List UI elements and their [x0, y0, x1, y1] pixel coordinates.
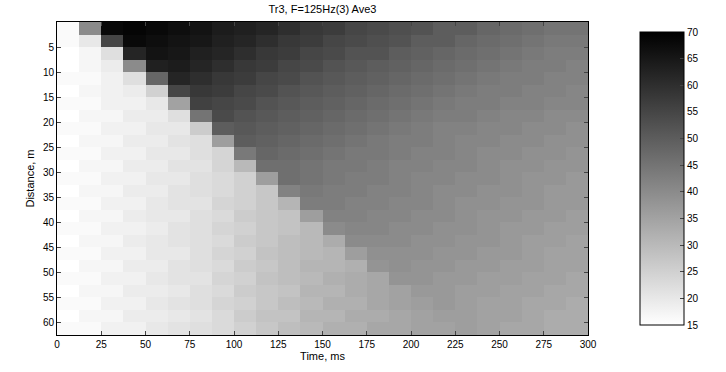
svg-text:Tr3, F=125Hz(3) Ave3: Tr3, F=125Hz(3) Ave3 [269, 3, 377, 15]
svg-text:10: 10 [43, 67, 55, 78]
svg-text:40: 40 [43, 217, 55, 228]
svg-text:70: 70 [687, 27, 699, 38]
svg-text:65: 65 [687, 53, 699, 64]
svg-text:40: 40 [687, 186, 699, 197]
svg-text:150: 150 [314, 339, 331, 350]
svg-text:125: 125 [270, 339, 287, 350]
svg-text:Distance, m: Distance, m [24, 149, 36, 207]
svg-text:200: 200 [403, 339, 420, 350]
svg-text:0: 0 [54, 339, 60, 350]
svg-text:50: 50 [687, 133, 699, 144]
svg-text:100: 100 [226, 339, 243, 350]
svg-text:15: 15 [687, 320, 699, 331]
svg-text:Time, ms: Time, ms [300, 350, 345, 362]
svg-text:45: 45 [43, 242, 55, 253]
svg-text:55: 55 [43, 292, 55, 303]
svg-text:25: 25 [96, 339, 108, 350]
svg-text:50: 50 [140, 339, 152, 350]
svg-text:35: 35 [43, 192, 55, 203]
svg-text:45: 45 [687, 160, 699, 171]
svg-text:35: 35 [687, 213, 699, 224]
svg-text:55: 55 [687, 106, 699, 117]
svg-text:275: 275 [535, 339, 552, 350]
svg-text:5: 5 [48, 42, 54, 53]
svg-text:60: 60 [43, 317, 55, 328]
svg-text:20: 20 [43, 117, 55, 128]
svg-text:300: 300 [580, 339, 597, 350]
svg-text:250: 250 [491, 339, 508, 350]
svg-text:25: 25 [43, 142, 55, 153]
svg-text:225: 225 [447, 339, 464, 350]
svg-text:25: 25 [687, 266, 699, 277]
svg-text:15: 15 [43, 92, 55, 103]
svg-text:30: 30 [43, 167, 55, 178]
svg-text:60: 60 [687, 80, 699, 91]
svg-text:175: 175 [358, 339, 375, 350]
svg-text:50: 50 [43, 267, 55, 278]
svg-text:30: 30 [687, 240, 699, 251]
svg-text:75: 75 [184, 339, 196, 350]
svg-text:20: 20 [687, 293, 699, 304]
